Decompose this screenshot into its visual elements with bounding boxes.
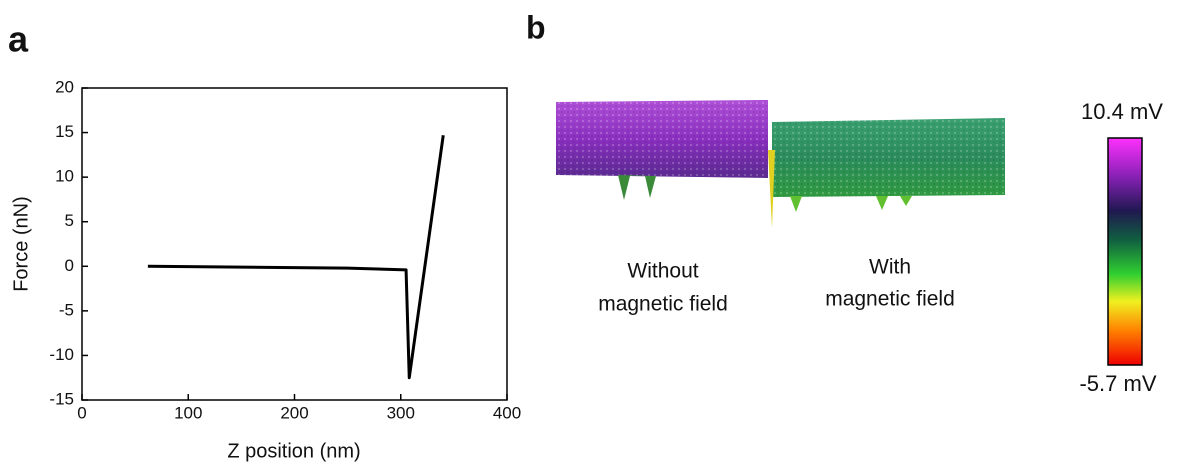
panel-label: a bbox=[8, 19, 29, 60]
x-tick-label: 0 bbox=[77, 403, 86, 422]
x-tick-label: 300 bbox=[387, 403, 415, 422]
y-tick-label: 15 bbox=[55, 122, 74, 141]
x-tick-label: 400 bbox=[493, 403, 521, 422]
x-tick-label: 100 bbox=[174, 403, 202, 422]
surface-texture bbox=[556, 100, 768, 178]
y-tick-label: 20 bbox=[55, 77, 74, 96]
y-axis-label: Force (nN) bbox=[10, 196, 32, 292]
y-tick-label: -10 bbox=[49, 345, 74, 364]
y-tick-label: -5 bbox=[59, 300, 74, 319]
y-tick-label: 5 bbox=[65, 211, 74, 230]
y-tick-label: -15 bbox=[49, 389, 74, 408]
surface-spikes bbox=[618, 175, 656, 200]
caption: magnetic field bbox=[825, 288, 955, 311]
y-tick-label: 10 bbox=[55, 167, 74, 186]
force-curve bbox=[148, 135, 443, 377]
colorbar-max-label: 10.4 mV bbox=[1081, 99, 1163, 124]
y-tick-label: 0 bbox=[65, 256, 74, 275]
x-tick-label: 200 bbox=[280, 403, 308, 422]
colorbar bbox=[1108, 138, 1142, 365]
axes-frame bbox=[82, 88, 507, 400]
x-axis-label: Z position (nm) bbox=[227, 440, 360, 462]
caption: magnetic field bbox=[598, 293, 728, 316]
caption: With bbox=[869, 256, 911, 279]
panel-b-images: Without magnetic field With magnetic fie… bbox=[556, 99, 1163, 396]
surface-texture bbox=[772, 118, 1005, 197]
caption: Without bbox=[627, 260, 698, 283]
panel-label: b bbox=[526, 9, 546, 45]
surface-spikes bbox=[790, 196, 912, 212]
figure: a b Z position (nm) Force (nN) Without m… bbox=[0, 0, 1181, 465]
colorbar-min-label: -5.7 mV bbox=[1079, 371, 1156, 396]
